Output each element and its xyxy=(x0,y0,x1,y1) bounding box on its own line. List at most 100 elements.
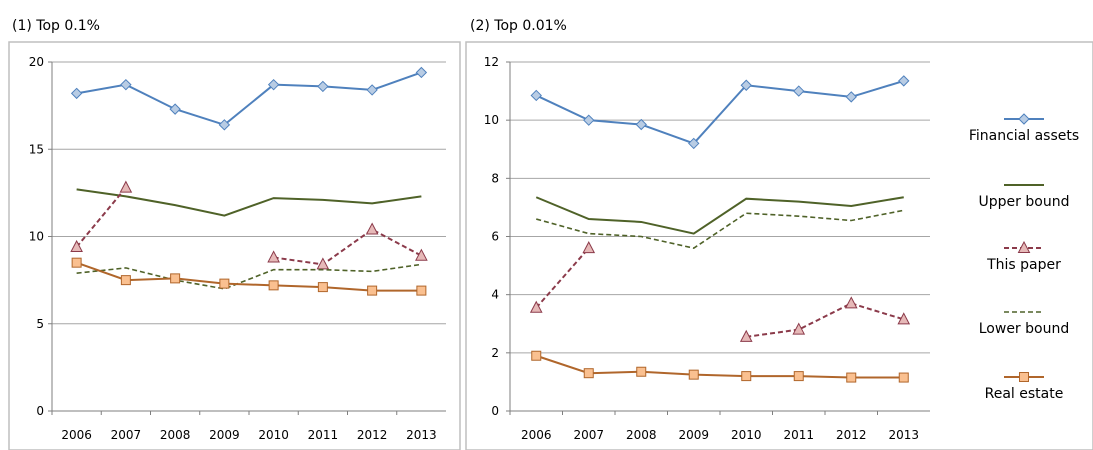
legend-swatch-real-estate xyxy=(1004,372,1044,382)
legend: Financial assets Upper bound This paper … xyxy=(955,0,1093,450)
chart-2-real-estate-point-2013 xyxy=(898,372,909,383)
legend-marker-financial-assets xyxy=(1018,113,1030,125)
chart-1-this-paper-point-2010 xyxy=(267,250,280,263)
legend-label-lower-bound: Lower bound xyxy=(978,321,1070,337)
chart-2-frame xyxy=(465,41,1093,450)
panel-2-title: (2) Top 0.01% xyxy=(470,18,567,34)
chart-2-financial-assets-point-2012 xyxy=(845,91,857,103)
chart-2-real-estate-point-2010 xyxy=(741,371,752,382)
legend-swatch-financial-assets xyxy=(1004,113,1044,125)
chart-1-series-lower-bound xyxy=(76,263,422,290)
panel-1-title: (1) Top 0.1% xyxy=(12,18,100,34)
chart-2-xtick-label-2012: 2012 xyxy=(836,428,867,442)
chart-1-xtick-label-2010: 2010 xyxy=(258,428,289,442)
legend-label-this-paper: This paper xyxy=(987,257,1061,273)
legend-label-financial-assets: Financial assets xyxy=(968,128,1080,144)
chart-1-xtick-label-2012: 2012 xyxy=(357,428,388,442)
chart-1-this-paper-point-2013 xyxy=(415,248,428,261)
chart-1-this-paper-point-2011 xyxy=(316,257,330,270)
chart-1-financial-assets-point-2012 xyxy=(366,84,378,96)
legend-item-real-estate: Real estate xyxy=(955,370,1093,402)
chart-2-this-paper-point-2013 xyxy=(897,312,911,325)
chart-2-series-financial-assets xyxy=(530,75,910,150)
chart-2-this-paper-point-2012 xyxy=(844,296,858,309)
chart-1-series-financial-assets xyxy=(70,66,428,131)
legend-item-this-paper: This paper xyxy=(955,241,1093,273)
chart-2-ytick-label-0: 0 xyxy=(491,404,499,418)
chart-1-financial-assets-point-2013 xyxy=(415,66,428,79)
chart-1-financial-assets-point-2007 xyxy=(120,78,132,91)
legend-label-real-estate: Real estate xyxy=(984,386,1064,402)
chart-1-this-paper-line-1 xyxy=(75,187,127,248)
chart-2-xtick-label-2013: 2013 xyxy=(888,428,919,442)
chart-2-financial-assets-point-2010 xyxy=(740,79,752,91)
chart-2-xtick-label-2006: 2006 xyxy=(521,428,552,442)
chart-1-financial-assets-point-2009 xyxy=(218,119,231,131)
chart-2-xtick-label-2011: 2011 xyxy=(783,428,814,442)
chart-1-financial-assets-point-2010 xyxy=(267,78,280,91)
chart-1-real-estate-point-2008 xyxy=(170,273,181,284)
chart-1-financial-assets-point-2006 xyxy=(70,87,83,100)
chart-2-this-paper-point-2006 xyxy=(529,300,543,313)
chart-1-xtick-label-2009: 2009 xyxy=(209,428,240,442)
chart-2-series-lower-bound xyxy=(536,209,904,249)
chart-1-xtick-label-2006: 2006 xyxy=(61,428,92,442)
chart-2-financial-assets-point-2011 xyxy=(793,85,805,97)
chart-1-xtick-label-2011: 2011 xyxy=(308,428,339,442)
chart-2-real-estate-point-2009 xyxy=(688,369,699,380)
chart-1-this-paper-point-2012 xyxy=(365,222,379,235)
chart-1-xtick-label-2007: 2007 xyxy=(111,428,142,442)
chart-1: 0 5 10 15 20 2006 2007 2008 2009 2010 2011 2012 2013 xyxy=(8,41,461,450)
chart-1-ytick-label-20: 20 xyxy=(29,55,44,69)
chart-1-this-paper-point-2007 xyxy=(119,180,133,193)
chart-2-real-estate-point-2007 xyxy=(583,368,594,379)
chart-1-financial-assets-point-2011 xyxy=(317,80,329,93)
chart-1-real-estate-line-1 xyxy=(76,261,422,292)
chart-2-real-estate-point-2008 xyxy=(636,366,647,377)
chart-2-financial-assets-point-2007 xyxy=(583,114,595,126)
chart-1-financial-assets-line-1 xyxy=(76,71,422,126)
legend-marker-this-paper xyxy=(1017,241,1031,253)
chart-1-this-paper-line-2 xyxy=(273,228,422,266)
chart-2-this-paper-line-1 xyxy=(535,247,590,309)
chart-1-xtick-label-2008: 2008 xyxy=(160,428,191,442)
chart-1-this-paper-point-2006 xyxy=(70,239,83,252)
chart-2-ytick-label-4: 4 xyxy=(491,288,499,302)
chart-2-series-upper-bound xyxy=(535,196,904,235)
chart-1-xtick-label-2013: 2013 xyxy=(406,428,437,442)
chart-2-real-estate-point-2006 xyxy=(531,350,542,361)
chart-1-real-estate-point-2009 xyxy=(219,278,230,289)
chart-2-ytick-label-6: 6 xyxy=(491,230,499,244)
chart-2-financial-assets-point-2008 xyxy=(635,118,647,131)
chart-2-series-this-paper xyxy=(529,241,911,342)
chart-1-financial-assets-point-2008 xyxy=(169,103,181,115)
legend-swatch-this-paper xyxy=(1004,241,1044,253)
chart-2-financial-assets-point-2009 xyxy=(688,137,700,150)
chart-1-real-estate-point-2010 xyxy=(268,280,279,291)
legend-marker-real-estate xyxy=(1019,372,1029,382)
chart-1-real-estate-point-2013 xyxy=(416,285,427,296)
chart-1-frame xyxy=(8,41,461,450)
chart-2-real-estate-line-1 xyxy=(535,354,904,379)
chart-2-xtick-label-2007: 2007 xyxy=(573,428,604,442)
chart-2-xtick-label-2009: 2009 xyxy=(678,428,709,442)
chart-1-real-estate-point-2011 xyxy=(317,282,328,293)
chart-2-real-estate-point-2012 xyxy=(846,372,857,383)
chart-2-ytick-label-12: 12 xyxy=(484,55,499,69)
chart-2-ytick-label-8: 8 xyxy=(491,171,499,185)
chart-1-ytick-label-0: 0 xyxy=(36,404,44,418)
chart-2-xtick-label-2010: 2010 xyxy=(731,428,762,442)
chart-2-this-paper-point-2007 xyxy=(582,241,596,254)
chart-1-real-estate-point-2006 xyxy=(71,257,82,268)
legend-item-lower-bound: Lower bound xyxy=(955,305,1093,337)
chart-2-this-paper-line-2 xyxy=(746,302,905,338)
chart-2-this-paper-point-2010 xyxy=(739,329,753,342)
chart-1-series-upper-bound xyxy=(76,188,422,217)
chart-2-xtick-label-2008: 2008 xyxy=(626,428,657,442)
chart-1-series-real-estate xyxy=(71,257,427,296)
chart-2-financial-assets-line-1 xyxy=(535,79,905,145)
chart-1-ytick-label-5: 5 xyxy=(36,317,44,331)
chart-2-lower-bound-line-1 xyxy=(536,209,904,249)
chart-2-ytick-label-10: 10 xyxy=(484,113,499,127)
chart-2-ytick-label-2: 2 xyxy=(491,346,499,360)
